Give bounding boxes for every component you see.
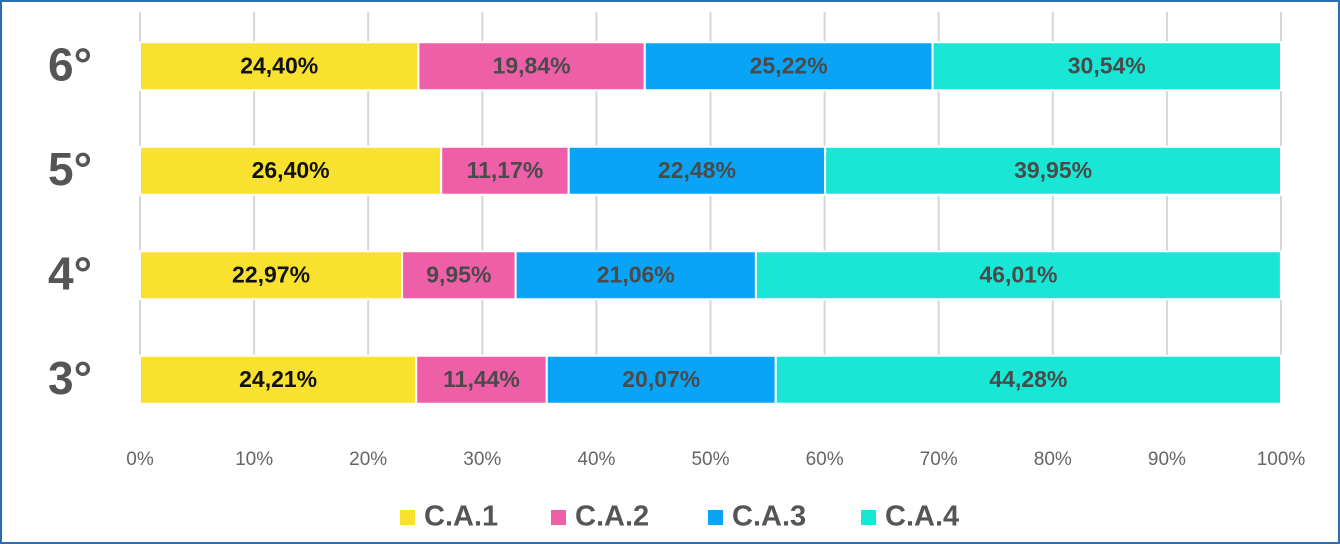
x-tick-label: 70% bbox=[920, 449, 958, 470]
x-tick-label: 90% bbox=[1148, 449, 1186, 470]
x-tick-label: 10% bbox=[235, 449, 273, 470]
x-tick-label: 30% bbox=[463, 449, 501, 470]
bar-segment bbox=[754, 250, 1282, 301]
bar-segment bbox=[514, 250, 757, 301]
bar-segment bbox=[139, 41, 420, 92]
bar-segment bbox=[139, 250, 404, 301]
data-label: 39,95% bbox=[1014, 157, 1092, 183]
x-tick-label: 100% bbox=[1257, 449, 1306, 470]
bar-segment bbox=[824, 145, 1282, 196]
legend-swatch bbox=[400, 510, 415, 525]
legend-swatch bbox=[708, 510, 723, 525]
data-label: 26,40% bbox=[252, 157, 330, 183]
data-label: 21,06% bbox=[597, 261, 675, 287]
data-label: 22,97% bbox=[232, 261, 310, 287]
legend-label: C.A.3 bbox=[732, 501, 806, 533]
x-tick-label: 80% bbox=[1034, 449, 1072, 470]
category-label: 6° bbox=[48, 38, 92, 90]
data-label: 20,07% bbox=[622, 366, 700, 392]
x-tick-label: 50% bbox=[691, 449, 729, 470]
bar-segment bbox=[139, 145, 443, 196]
x-tick-label: 60% bbox=[806, 449, 844, 470]
x-tick-label: 20% bbox=[349, 449, 387, 470]
bar-segment bbox=[545, 354, 777, 405]
bar-segment bbox=[774, 354, 1282, 405]
legend-swatch bbox=[551, 510, 566, 525]
category-label: 3° bbox=[48, 352, 92, 404]
data-label: 24,21% bbox=[239, 366, 317, 392]
data-label: 30,54% bbox=[1068, 52, 1146, 78]
data-label: 25,22% bbox=[750, 52, 828, 78]
data-label: 11,17% bbox=[467, 157, 544, 183]
data-label: 19,84% bbox=[493, 52, 571, 78]
data-label: 11,44% bbox=[443, 366, 520, 392]
legend-swatch bbox=[861, 510, 876, 525]
category-label: 5° bbox=[48, 143, 92, 195]
category-label: 4° bbox=[48, 247, 92, 299]
bar-segment bbox=[139, 354, 418, 405]
data-label: 22,48% bbox=[658, 157, 736, 183]
x-tick-label: 0% bbox=[126, 449, 154, 470]
data-label: 46,01% bbox=[979, 261, 1057, 287]
legend-label: C.A.1 bbox=[424, 501, 498, 533]
bar-segment bbox=[415, 354, 548, 405]
data-label: 9,95% bbox=[426, 261, 491, 287]
bar-segment bbox=[931, 41, 1282, 92]
data-label: 44,28% bbox=[989, 366, 1067, 392]
data-label: 24,40% bbox=[240, 52, 318, 78]
legend-label: C.A.2 bbox=[575, 501, 649, 533]
bar-segment bbox=[643, 41, 934, 92]
bar-segment bbox=[401, 250, 517, 301]
bar-segment bbox=[440, 145, 570, 196]
x-tick-label: 40% bbox=[577, 449, 615, 470]
legend-label: C.A.4 bbox=[885, 501, 959, 533]
